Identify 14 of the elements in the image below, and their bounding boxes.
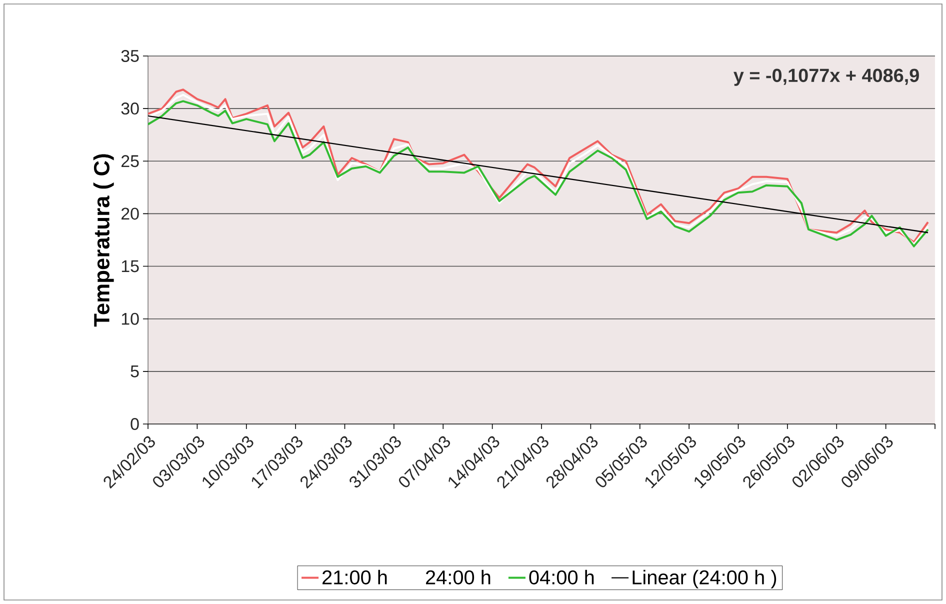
y-tick-label: 10	[122, 312, 139, 325]
y-tick-label: 5	[130, 366, 139, 378]
text: 24:00 h	[426, 570, 490, 584]
y-tick-label: 20	[122, 208, 139, 220]
legend-label: 21:00 h	[322, 570, 387, 584]
y-axis-title: Temperatura ( C)	[93, 154, 114, 327]
y-tick-label: 25	[122, 155, 139, 168]
legend-label: Linear (24:00 h )	[632, 570, 776, 588]
legend-label: 04:00 h	[529, 570, 594, 584]
y-tick-label: 35	[121, 50, 139, 62]
annotation: y = -0,1077x + 4086,9	[734, 68, 919, 86]
y-tick-label: 0	[130, 418, 139, 430]
y-tick-label: 15	[122, 260, 139, 272]
y-tick-label: 30	[121, 102, 139, 115]
